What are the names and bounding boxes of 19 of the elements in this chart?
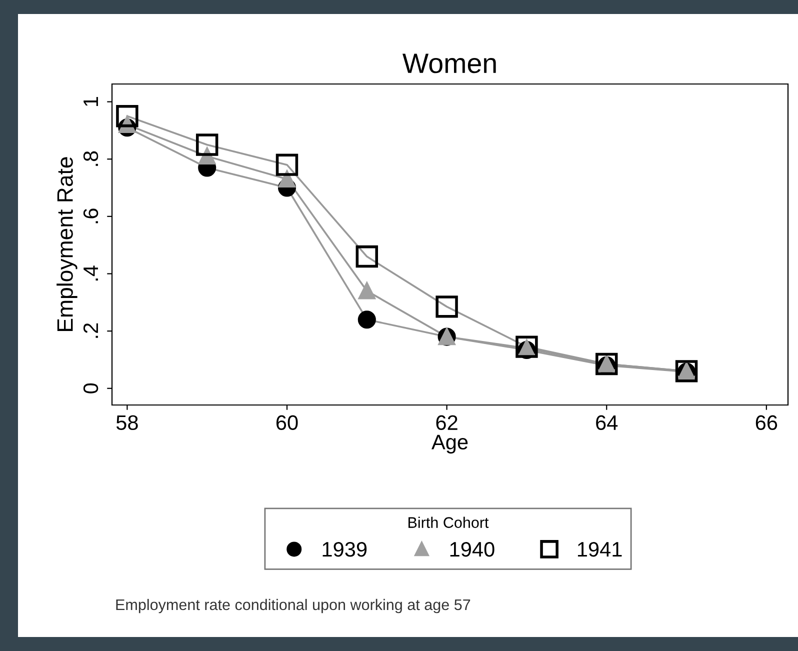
y-tick-label: 1 [84, 96, 98, 106]
y-tick-label: .2 [83, 323, 98, 338]
x-axis-title: Age [432, 434, 468, 454]
legend-label: 1939 [322, 542, 367, 557]
y-tick-label: .8 [83, 151, 98, 166]
text: Employment rate conditional upon working at age 57 [116, 598, 470, 614]
x-tick-label: 66 [756, 415, 778, 430]
legend-title: Birth Cohort [408, 516, 489, 528]
y-axis-title: Employment Rate [56, 157, 78, 331]
legend-label: 1940 [450, 542, 494, 557]
chart-title: Women [402, 54, 496, 74]
y-tick-label: .6 [83, 208, 98, 224]
y-tick-label: .4 [84, 266, 98, 281]
x-tick-label: 58 [116, 415, 138, 430]
legend-label: 1941 [578, 542, 622, 557]
y-tick-label: 0 [83, 383, 98, 394]
x-tick-label: 62 [436, 415, 458, 430]
x-tick-label: 64 [596, 415, 618, 430]
x-tick-label: 60 [276, 415, 298, 430]
